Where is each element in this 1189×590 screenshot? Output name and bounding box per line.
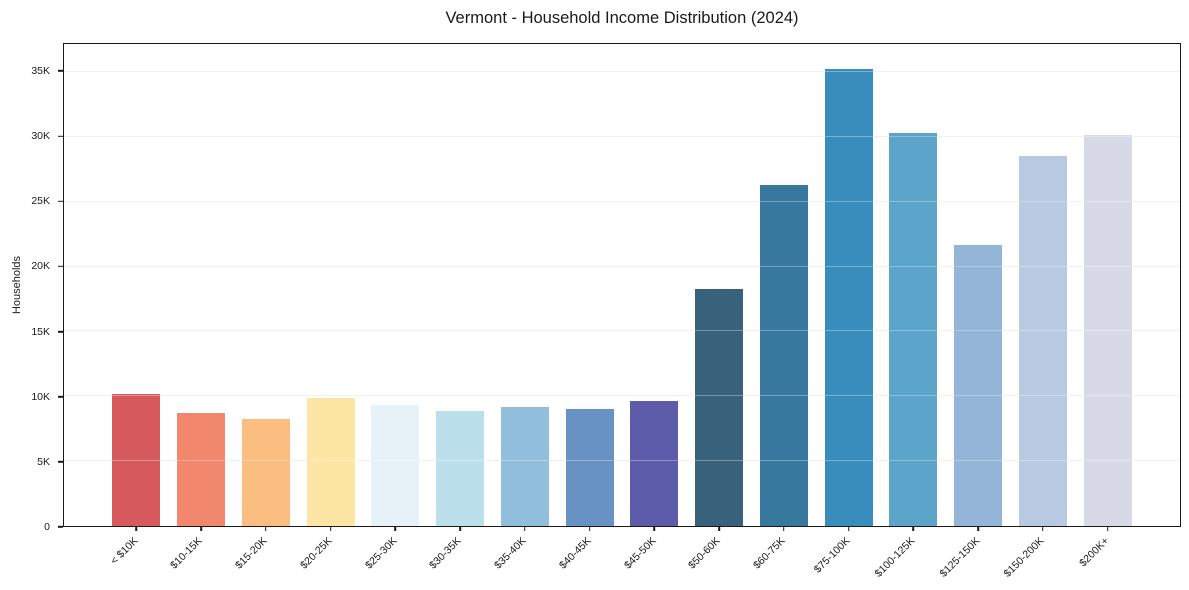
- x-tick-label: $60-75K: [751, 534, 788, 572]
- x-tick-mark: [265, 526, 267, 531]
- x-tick-label: $100-125K: [872, 534, 918, 580]
- y-tick-label: 10K: [31, 390, 50, 403]
- x-tick-label: $15-20K: [233, 534, 270, 572]
- bar: [436, 410, 485, 526]
- bar-slot: $60-75K: [751, 44, 817, 571]
- x-tick-label: $20-25K: [297, 534, 335, 572]
- gridline: [64, 395, 1180, 397]
- bar-slot: $20-25K: [298, 44, 363, 571]
- x-tick-mark: [200, 526, 202, 531]
- bar: [306, 398, 355, 526]
- x-tick-mark: [1042, 526, 1044, 531]
- x-tick-label: $50-60K: [686, 534, 724, 572]
- bar-slot: $100-125K: [872, 44, 946, 580]
- bar: [177, 413, 226, 526]
- y-tick-label: 0: [44, 521, 50, 533]
- bar: [565, 409, 614, 526]
- bar: [695, 288, 744, 526]
- x-tick-mark: [524, 526, 526, 531]
- bar-slot: $45-50K: [622, 44, 687, 571]
- x-tick-label: $75-100K: [811, 534, 853, 576]
- x-tick-label: $150-200K: [1001, 534, 1047, 580]
- bar-slot: $40-45K: [557, 44, 622, 571]
- y-tick-mark: [58, 526, 63, 528]
- y-tick-mark: [58, 330, 63, 333]
- gridline: [64, 135, 1180, 137]
- bar-slot: $35-40K: [492, 44, 558, 571]
- x-tick-mark: [977, 526, 979, 531]
- x-tick-label: $125-150K: [937, 534, 983, 580]
- y-tick-mark: [58, 265, 63, 268]
- gridline: [64, 460, 1180, 462]
- bar-slot: $200K+: [1075, 44, 1140, 569]
- bar-slot: $50-60K: [686, 44, 752, 571]
- x-tick-mark: [588, 526, 591, 531]
- x-tick-label: $45-50K: [621, 534, 659, 572]
- y-axis: 0 5K 10K 15K 20K 25K 30K 35K: [0, 43, 63, 532]
- bar-slot: $150-200K: [1002, 44, 1076, 580]
- x-tick-label: $40-45K: [556, 534, 594, 572]
- y-tick-label: 5K: [37, 455, 50, 468]
- bar-slot: $15-20K: [233, 44, 299, 571]
- x-tick-mark: [394, 526, 397, 531]
- x-tick-mark: [847, 526, 850, 531]
- y-tick-mark: [58, 200, 63, 203]
- bar: [500, 407, 549, 526]
- bar: [241, 418, 290, 526]
- x-tick-label: $10-15K: [168, 534, 206, 572]
- plot-area: < $10K $10-15K $15-20K $20-25K $25-30K $30-35…: [63, 43, 1181, 580]
- bar-slot: < $10K: [104, 44, 169, 567]
- y-tick-label: 20K: [31, 260, 50, 273]
- bar: [112, 394, 161, 526]
- x-tick-mark: [135, 526, 138, 531]
- x-tick-label: $200K+: [1077, 534, 1112, 570]
- x-tick-mark: [1106, 526, 1109, 531]
- x-tick-mark: [329, 526, 332, 531]
- y-tick-label: 30K: [31, 130, 50, 143]
- y-tick-mark: [58, 70, 63, 72]
- x-tick-mark: [718, 526, 720, 531]
- x-tick-mark: [912, 526, 915, 531]
- y-tick-label: 35K: [31, 65, 50, 78]
- y-tick-label: 15K: [31, 325, 50, 338]
- bar: [630, 401, 679, 526]
- x-tick-label: $25-30K: [362, 534, 400, 572]
- bar-slot: $10-15K: [168, 44, 234, 571]
- gridlines-under: [64, 44, 1180, 526]
- gridline: [64, 200, 1180, 202]
- x-tick-label: < $10K: [108, 534, 141, 568]
- y-tick-mark: [58, 395, 63, 398]
- gridline: [64, 330, 1180, 332]
- bar-slot: $125-150K: [937, 44, 1011, 580]
- bars-container: < $10K $10-15K $15-20K $20-25K $25-30K $30-35…: [64, 44, 1180, 580]
- bar: [1018, 155, 1067, 526]
- bar: [759, 184, 808, 526]
- y-tick-mark: [58, 461, 63, 463]
- bar: [889, 132, 938, 526]
- bar-slot: $25-30K: [363, 44, 428, 571]
- bar: [824, 68, 873, 526]
- y-tick-label: 25K: [31, 195, 50, 208]
- x-tick-mark: [459, 526, 461, 531]
- x-tick-label: $30-35K: [427, 534, 465, 572]
- chart-title: Vermont - Household Income Distribution …: [445, 9, 799, 27]
- bar-slot: $30-35K: [427, 44, 493, 571]
- bar: [954, 245, 1003, 526]
- gridline: [64, 265, 1180, 267]
- y-tick-mark: [58, 135, 63, 137]
- x-tick-label: $35-40K: [492, 534, 529, 572]
- x-tick-mark: [653, 526, 656, 531]
- bar: [1083, 134, 1132, 526]
- x-tick-mark: [783, 526, 785, 531]
- bar: [371, 404, 420, 526]
- bar-slot: $75-100K: [812, 44, 881, 576]
- gridline: [64, 70, 1180, 72]
